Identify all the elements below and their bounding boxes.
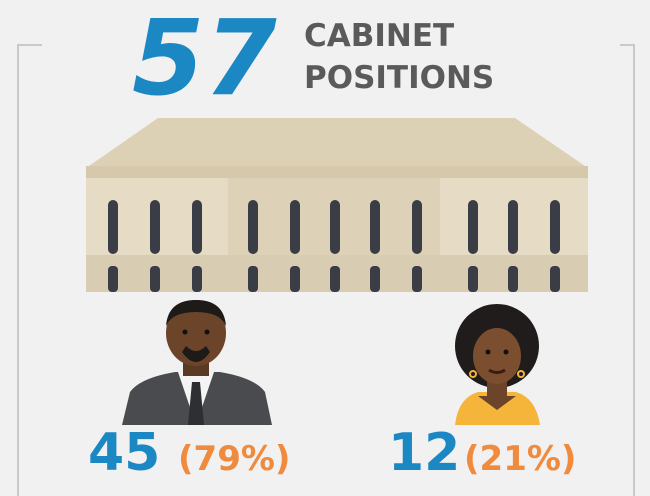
window (192, 200, 202, 254)
headline-label: POSITIONS (304, 60, 494, 96)
women-share: (21%) (464, 439, 576, 479)
window (370, 200, 380, 254)
building (86, 118, 588, 292)
window (108, 266, 118, 292)
window (150, 200, 160, 254)
window (412, 266, 422, 292)
window (468, 200, 478, 254)
window (290, 200, 300, 254)
men-share: (79%) (178, 439, 290, 479)
window (248, 266, 258, 292)
window (550, 200, 560, 254)
window (508, 200, 518, 254)
window (192, 266, 202, 292)
window (248, 200, 258, 254)
window (108, 200, 118, 254)
women-count: 12 (388, 423, 460, 483)
window (412, 200, 422, 254)
infographic: 57 CABINET POSITIONS 45 (79%) 12 (21%) (0, 0, 650, 496)
window (468, 266, 478, 292)
headline-label: CABINET (304, 18, 454, 54)
window (330, 200, 340, 254)
window (330, 266, 340, 292)
window (290, 266, 300, 292)
men-count: 45 (88, 423, 160, 483)
window (150, 266, 160, 292)
headline-number: 57 (132, 0, 277, 119)
window (550, 266, 560, 292)
window (508, 266, 518, 292)
woman-icon (455, 304, 540, 425)
window (370, 266, 380, 292)
